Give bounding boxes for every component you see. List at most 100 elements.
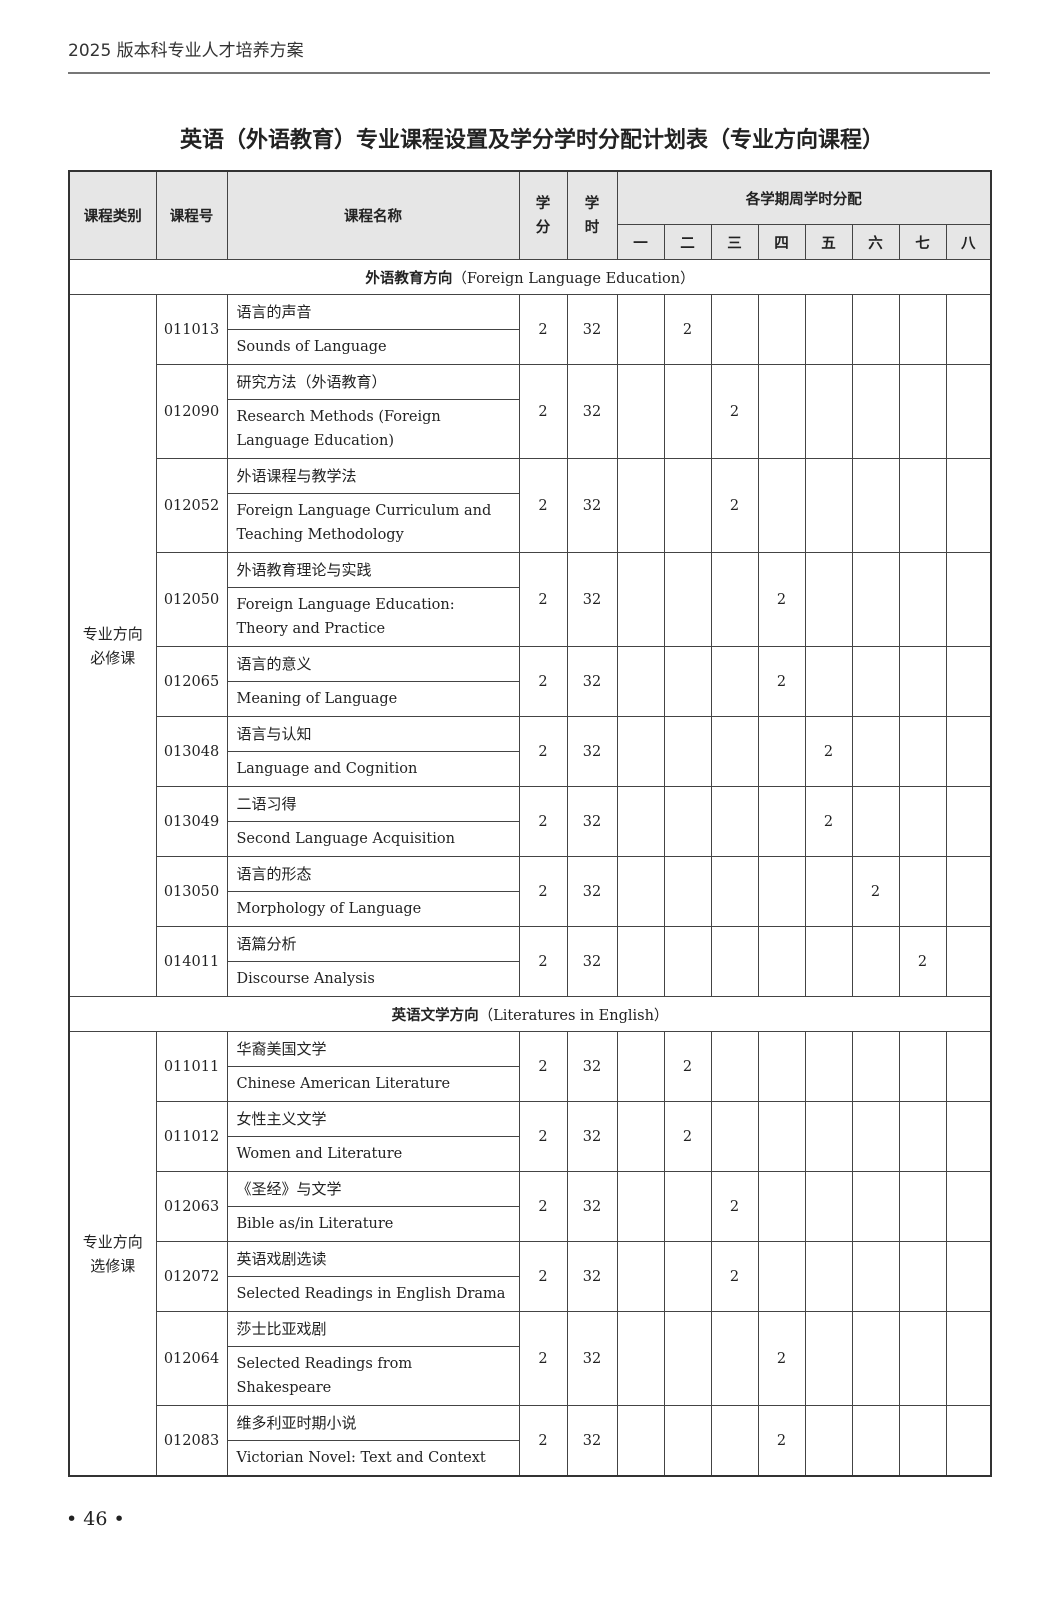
- table-row: 012052 外语课程与教学法 Foreign Language Curriculu…: [69, 458, 992, 553]
- semester-cell: 2: [757, 552, 806, 647]
- semester-cell: [757, 364, 806, 459]
- course-code: 013049: [155, 786, 228, 857]
- header-semester: 六: [851, 224, 900, 260]
- semester-cell: [851, 1405, 900, 1477]
- semester-cell: [616, 646, 665, 717]
- table-row: 专业方向 选修课 011011 华裔美国文学 Chinese American Lit…: [68, 1031, 992, 1477]
- course-name-en: Foreign Language Curriculum and Teaching…: [236, 503, 492, 543]
- course-name-zh: 女性主义文学: [227, 1102, 519, 1137]
- semester-cell: 2: [851, 856, 900, 927]
- semester-cell: [898, 458, 947, 553]
- semester-cell: [663, 856, 712, 927]
- section-title-en: （Foreign Language Education）: [452, 270, 695, 287]
- semester-cell: [945, 364, 992, 459]
- header-semester: 五: [804, 224, 853, 260]
- semester-cell: [851, 458, 900, 553]
- course-name-en: Chinese American Literature: [236, 1076, 451, 1092]
- course-name-en: Victorian Novel: Text and Context: [236, 1450, 486, 1466]
- header-semester-group: 各学期周学时分配: [616, 170, 992, 225]
- course-hours: 32: [566, 364, 618, 459]
- semester-cell: [757, 458, 806, 553]
- course-code: 013050: [155, 856, 228, 927]
- course-hours: 32: [566, 1311, 618, 1406]
- semester-cell: [851, 1031, 900, 1102]
- semester-cell: [757, 1171, 806, 1242]
- semester-cell: 2: [710, 1171, 759, 1242]
- header-rule: [68, 72, 990, 74]
- semester-cell: [945, 1031, 992, 1102]
- semester-cell: 2: [663, 1031, 712, 1102]
- course-category: 专业方向 必修课: [68, 294, 157, 997]
- course-hours: 32: [566, 716, 618, 787]
- course-credits: 2: [518, 1311, 568, 1406]
- course-name-en: Selected Readings from Shakespeare: [236, 1356, 413, 1396]
- semester-cell: [945, 1405, 992, 1477]
- semester-cell: [757, 294, 806, 365]
- course-code: 013048: [155, 716, 228, 787]
- semester-cell: [804, 1311, 853, 1406]
- course-name-zh: 《圣经》与文学: [227, 1172, 519, 1207]
- semester-cell: 2: [663, 1101, 712, 1172]
- course-hours: 32: [566, 1405, 618, 1477]
- semester-cell: [898, 364, 947, 459]
- semester-cell: [616, 716, 665, 787]
- course-name-zh: 莎士比亚戏剧: [227, 1312, 519, 1347]
- semester-cell: [851, 552, 900, 647]
- course-table: 课程类别 课程号 课程名称 学 分 学 时 各学期周学时分配 一二三四五六七八 …: [68, 170, 992, 1477]
- semester-cell: [851, 1311, 900, 1406]
- page-number: • 46 •: [66, 1508, 125, 1530]
- header-category: 课程类别: [68, 170, 157, 260]
- semester-cell: 2: [757, 1405, 806, 1477]
- semester-cell: 2: [710, 364, 759, 459]
- course-name: 外语教育理论与实践 Foreign Language Education: The…: [226, 552, 520, 647]
- semester-cell: [804, 1171, 853, 1242]
- semester-cell: [898, 1241, 947, 1312]
- course-name: 研究方法（外语教育） Research Methods (Foreign Lang…: [226, 364, 520, 459]
- semester-cell: [710, 552, 759, 647]
- semester-cell: [710, 294, 759, 365]
- semester-header-row: 一二三四五六七八: [69, 224, 992, 260]
- course-name-zh: 语篇分析: [227, 927, 519, 962]
- semester-cell: [616, 458, 665, 553]
- semester-cell: [663, 552, 712, 647]
- section-title-en: （Literatures in English）: [478, 1007, 669, 1024]
- course-name: 莎士比亚戏剧 Selected Readings from Shakespeare: [226, 1311, 520, 1406]
- semester-cell: [945, 1311, 992, 1406]
- course-code: 012052: [155, 458, 228, 553]
- course-name-zh: 语言的形态: [227, 857, 519, 892]
- semester-cell: [616, 1171, 665, 1242]
- course-category: 专业方向 选修课: [68, 1031, 157, 1477]
- course-credits: 2: [518, 786, 568, 857]
- semester-cell: [851, 364, 900, 459]
- table-row: 012090 研究方法（外语教育） Research Methods (Foreig…: [69, 364, 992, 459]
- table-row: 专业方向 必修课 011013 语言的声音 Sounds of Language 2 32…: [68, 294, 992, 997]
- course-code: 011011: [155, 1031, 228, 1102]
- section-title: 英语文学方向（Literatures in English）: [68, 996, 992, 1032]
- course-code: 011012: [155, 1101, 228, 1172]
- course-code: 014011: [155, 926, 228, 997]
- semester-cell: [663, 458, 712, 553]
- semester-cell: [898, 1031, 947, 1102]
- course-name-en: Women and Literature: [236, 1146, 403, 1162]
- course-credits: 2: [518, 552, 568, 647]
- course-credits: 2: [518, 926, 568, 997]
- course-credits: 2: [518, 1031, 568, 1102]
- section-title: 外语教育方向（Foreign Language Education）: [68, 259, 992, 295]
- course-hours: 32: [566, 1101, 618, 1172]
- course-credits: 2: [518, 1241, 568, 1312]
- table-row: 014011 语篇分析 Discourse Analysis 2 32 2: [69, 926, 992, 997]
- table-row: 013050 语言的形态 Morphology of Language 2 32 2: [69, 856, 992, 927]
- section-row: 外语教育方向（Foreign Language Education）: [68, 259, 992, 295]
- course-name-zh: 华裔美国文学: [227, 1032, 519, 1067]
- course-code: 012072: [155, 1241, 228, 1312]
- table-row: 012083 维多利亚时期小说 Victorian Novel: Text and …: [69, 1405, 992, 1477]
- semester-cell: [710, 716, 759, 787]
- semester-cell: [804, 926, 853, 997]
- course-credits: 2: [518, 716, 568, 787]
- course-name-zh: 英语戏剧选读: [227, 1242, 519, 1277]
- semester-cell: [757, 926, 806, 997]
- course-name-zh: 语言的声音: [227, 295, 519, 330]
- course-name-en: Language and Cognition: [236, 761, 418, 777]
- semester-cell: [663, 646, 712, 717]
- course-name-en: Second Language Acquisition: [236, 831, 455, 847]
